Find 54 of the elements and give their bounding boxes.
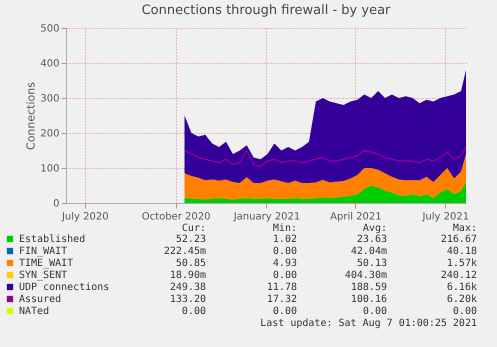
legend-label: Assured — [19, 294, 62, 305]
y-tick-label: 300 — [40, 94, 60, 104]
text: 50.13 — [356, 258, 387, 269]
text: 0.00 — [272, 306, 297, 317]
text: 100.16 — [350, 294, 387, 305]
text: 0.00 — [362, 306, 387, 317]
text: 23.63 — [356, 234, 387, 245]
x-tick-label: January 2021 — [232, 212, 300, 222]
text: 216.67 — [440, 234, 477, 245]
text: 0.00 — [272, 246, 297, 257]
y-tick-label: 500 — [40, 24, 60, 34]
text: 0.00 — [182, 306, 206, 317]
text: 11.78 — [266, 282, 297, 293]
text: 1.02 — [272, 234, 297, 245]
text: 17.32 — [266, 294, 297, 305]
legend-label: UDP connections — [19, 282, 110, 293]
y-tick-label: 400 — [40, 58, 60, 70]
legend-label: FIN_WAIT — [19, 246, 68, 257]
text: 133.20 — [170, 294, 206, 305]
text: 50.85 — [176, 258, 206, 269]
text: Avg: — [362, 223, 387, 234]
y-tick-label: 200 — [40, 128, 60, 140]
text: Min: — [272, 223, 297, 234]
x-tick-label: April 2021 — [330, 212, 382, 222]
x-tick-label: July 2021 — [421, 212, 470, 222]
legend-label: SYN_SENT — [19, 270, 68, 281]
legend-label: Established — [19, 234, 86, 245]
x-tick-label: July 2020 — [60, 212, 109, 222]
text: 18.90m — [170, 270, 206, 281]
y-tick-label: 100 — [40, 164, 60, 174]
text: 52.23 — [176, 234, 206, 245]
text: Last update: Sat Aug 7 01:00:25 2021 — [260, 318, 477, 329]
line-series — [184, 146, 466, 167]
text: 6.16k — [446, 282, 477, 293]
text: 42.04m — [350, 246, 387, 257]
text: 0.00 — [452, 306, 477, 317]
chart-title: Connections through firewall - by year — [142, 3, 392, 18]
y-tick-label: 0 — [53, 198, 60, 210]
text: 222.45m — [164, 246, 206, 257]
text: Max: — [452, 223, 477, 234]
text: 0.00 — [272, 270, 297, 281]
text: 404.30m — [344, 270, 387, 281]
x-tick-label: October 2020 — [142, 212, 210, 222]
text: 249.38 — [170, 282, 206, 293]
text: 6.20k — [446, 294, 477, 305]
legend-label: NATed — [19, 306, 50, 317]
text: 40.18 — [446, 246, 477, 257]
legend-label: TIME_WAIT — [19, 258, 74, 269]
text: 240.12 — [440, 270, 477, 281]
text: 4.93 — [272, 258, 297, 269]
y-axis-title: Connections — [24, 82, 38, 150]
text: 188.59 — [350, 282, 387, 293]
text: 1.57k — [446, 258, 477, 269]
text: Cur: — [182, 223, 206, 234]
